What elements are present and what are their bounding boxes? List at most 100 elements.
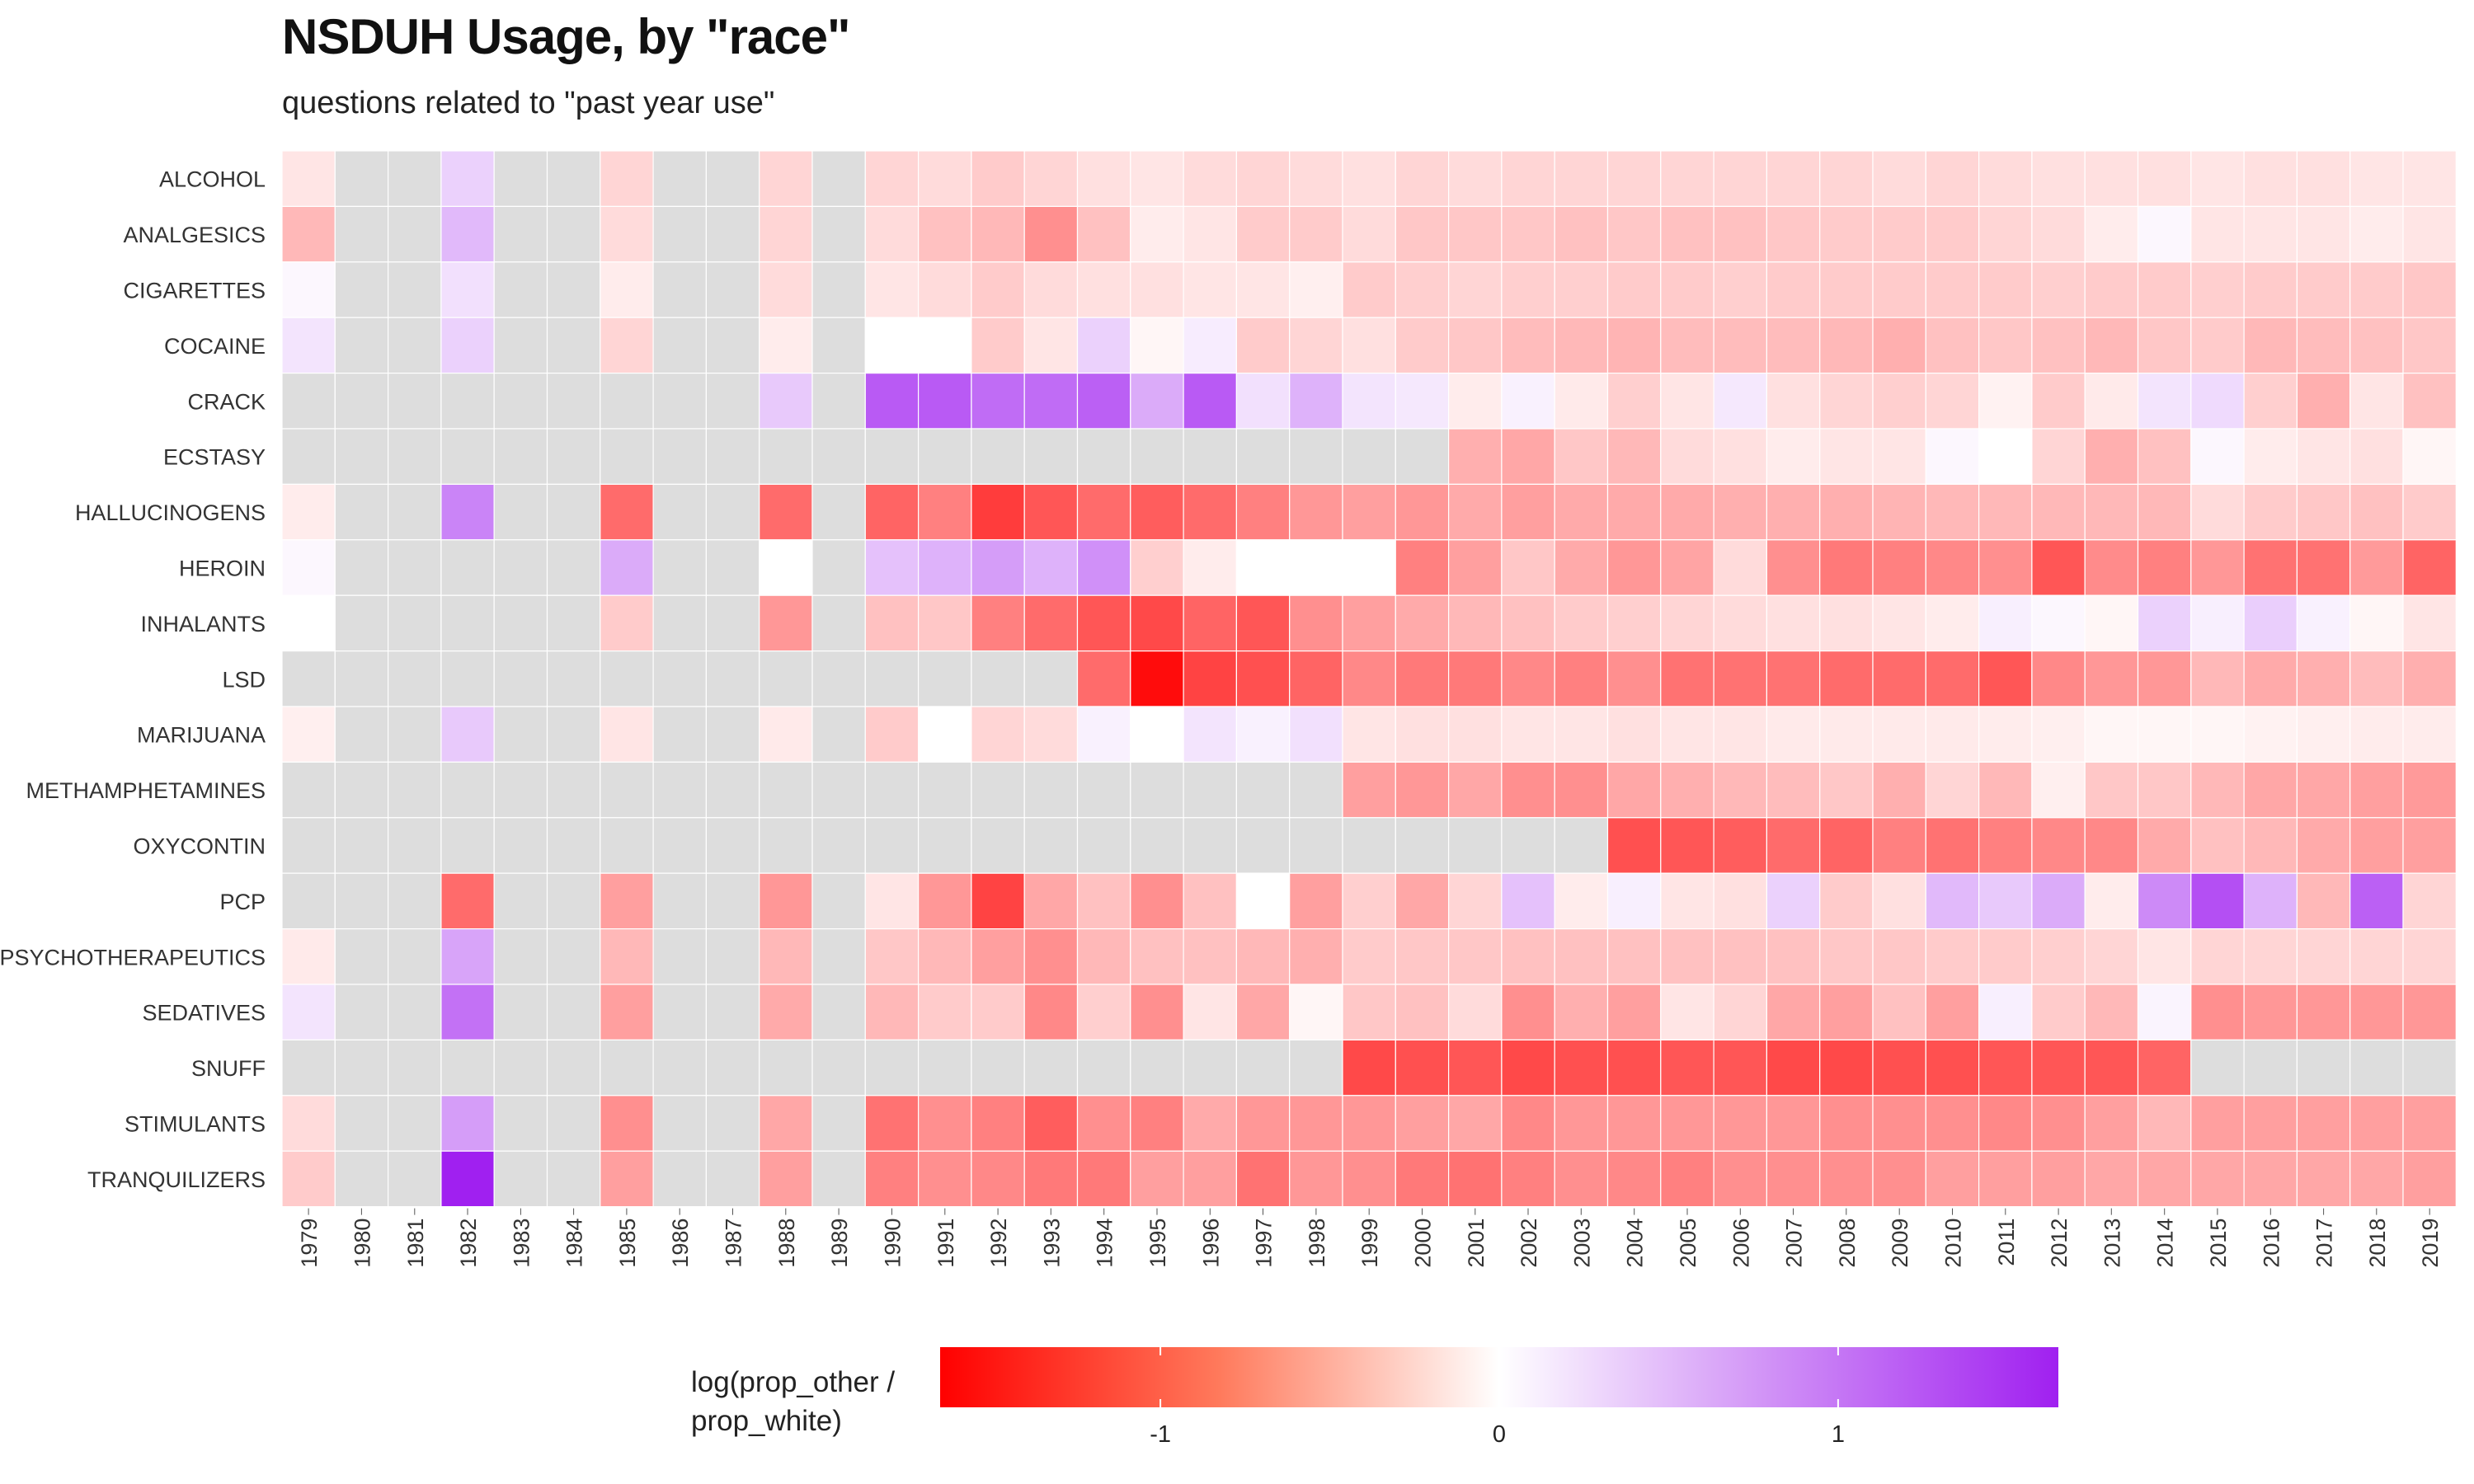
chart-subtitle: questions related to "past year use" [282,86,775,120]
heatmap-cell [1183,594,1237,652]
heatmap-cell [440,706,495,763]
heatmap-cell [1554,984,1609,1041]
heatmap-cell [1501,1150,1555,1208]
heatmap-cell [2296,150,2351,208]
heatmap-cell [2243,428,2298,486]
heatmap-cell [1076,761,1131,819]
heatmap-cell [600,205,654,263]
x-tick-label: 2015 [2206,1219,2231,1268]
heatmap-cell [1501,984,1555,1041]
heatmap-cell [1978,317,2033,374]
heatmap-cell [1289,539,1343,596]
heatmap-cell [971,1039,1025,1097]
heatmap-cell [2243,1039,2298,1097]
heatmap-cell [917,594,972,652]
legend-tick-label: 1 [1832,1421,1845,1448]
heatmap-cell [2190,984,2245,1041]
heatmap-cell [2402,1039,2457,1097]
heatmap-cell [1342,317,1396,374]
heatmap-cell [1395,984,1450,1041]
heatmap-cell [2084,483,2139,541]
heatmap-cell [2349,928,2404,985]
heatmap-cell [971,594,1025,652]
heatmap-cell [2349,1095,2404,1152]
heatmap-cell [388,205,442,263]
heatmap-cell [811,317,866,374]
heatmap-cell [1819,817,1874,874]
heatmap-cell [1130,1039,1184,1097]
heatmap-cell [600,150,654,208]
heatmap-cell [1235,428,1291,486]
heatmap-cell [493,539,548,596]
heatmap-cell [281,428,336,486]
heatmap-cell [1819,984,1874,1041]
heatmap-cell [1501,1095,1555,1152]
heatmap-cell [1501,650,1555,707]
heatmap-cell [1660,706,1714,763]
y-tick-label: MARIJUANA [137,723,266,748]
heatmap-cell [388,428,442,486]
heatmap-cell [1447,761,1503,819]
heatmap-cell [334,594,389,652]
x-tick-label: 1980 [350,1219,374,1268]
x-tick-label: 2011 [1994,1219,2019,1266]
heatmap-cell [1872,594,1926,652]
y-tick-label: LSD [222,667,266,692]
heatmap-cell [705,1039,760,1097]
heatmap-cell [600,594,654,652]
heatmap-cell [493,1095,548,1152]
heatmap-cell [1925,1095,1980,1152]
heatmap-cell [493,928,548,985]
heatmap-cell [2084,928,2139,985]
heatmap-cell [388,650,442,707]
y-tick-label: HEROIN [179,556,266,581]
color-legend: log(prop_other / prop_white) -1 0 1 [691,1347,2058,1448]
heatmap-cell [1872,428,1926,486]
x-tick-label: 1989 [827,1219,852,1268]
heatmap-cell [811,1095,866,1152]
heatmap-cell [2137,872,2192,930]
heatmap-cell [1130,984,1184,1041]
heatmap-cell [652,261,707,318]
legend-tick-label: 0 [1493,1421,1506,1448]
heatmap-cell [2137,205,2192,263]
heatmap-cell [1130,1095,1184,1152]
heatmap-cell [2084,706,2139,763]
heatmap-cell [2137,984,2192,1041]
heatmap-cell [493,428,548,486]
x-tick-label: 1995 [1145,1219,1170,1268]
heatmap-cell [1183,373,1237,430]
heatmap-cell [1660,150,1714,208]
heatmap-cell [971,483,1025,541]
heatmap-cell [1766,1095,1821,1152]
legend-ticks: -1 0 1 [1150,1347,1845,1448]
heatmap-cell [1872,317,1926,374]
heatmap-cell [1130,317,1184,374]
heatmap-cell [1023,205,1079,263]
heatmap-cell [759,594,813,652]
heatmap-cell [546,872,601,930]
heatmap-cell [1447,205,1503,263]
heatmap-cell [864,1150,920,1208]
heatmap-cell [705,817,760,874]
heatmap-cell [2296,483,2351,541]
heatmap-cell [1554,928,1609,985]
heatmap-cell [1766,261,1821,318]
heatmap-cell [917,1095,972,1152]
heatmap-cell [1925,817,1980,874]
heatmap-cell [1819,872,1874,930]
heatmap-cell [1660,761,1714,819]
heatmap-cell [1819,761,1874,819]
y-axis-labels: ALCOHOL ANALGESICS CIGARETTES COCAINE CRACK E… [0,167,266,1192]
heatmap-cell [1713,150,1768,208]
heatmap-cell [1235,872,1291,930]
heatmap-cell [1766,817,1821,874]
heatmap-cell [2349,261,2404,318]
heatmap-cell [600,428,654,486]
heatmap-cell [1289,261,1343,318]
heatmap-cell [864,150,920,208]
heatmap-cell [2402,205,2457,263]
heatmap-cell [1395,1039,1450,1097]
y-tick-label: INHALANTS [140,612,266,636]
